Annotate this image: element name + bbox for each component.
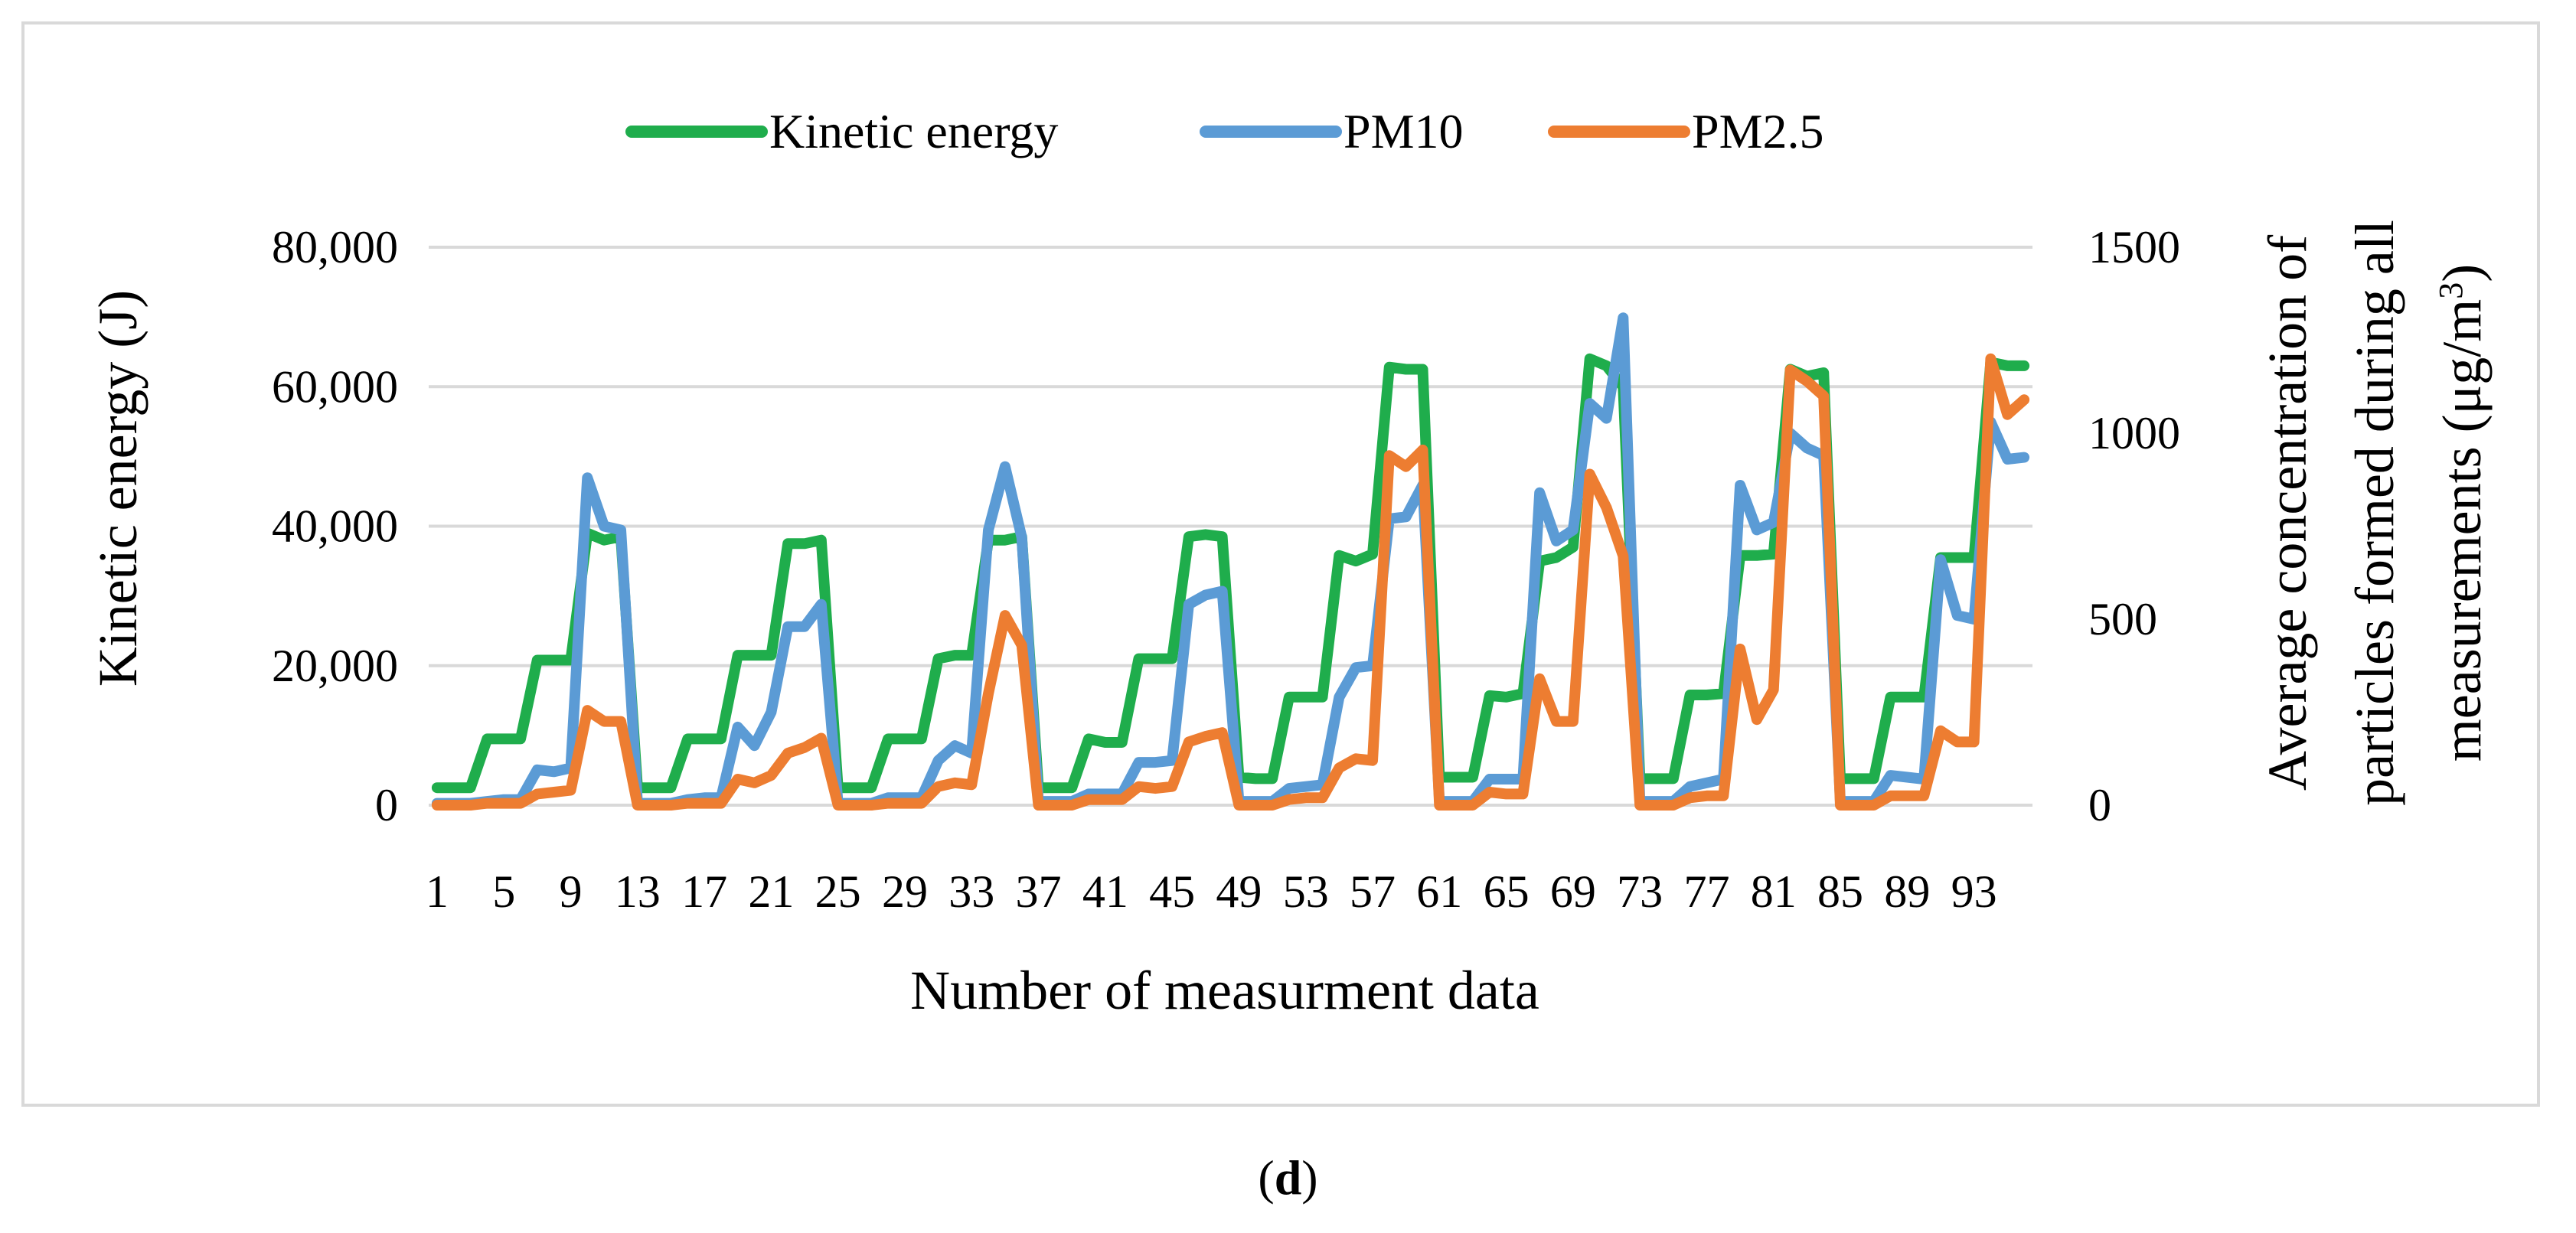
legend: Kinetic energy PM10 PM2.5 bbox=[625, 104, 1824, 158]
y-tick-label: 60,000 bbox=[272, 361, 398, 412]
x-tick-label: 57 bbox=[1350, 866, 1396, 917]
legend-label-kinetic-energy: Kinetic energy bbox=[769, 104, 1058, 158]
x-tick-label: 69 bbox=[1550, 866, 1596, 917]
series-lines bbox=[431, 312, 2030, 811]
x-tick-label: 53 bbox=[1283, 866, 1329, 917]
x-tick-label: 17 bbox=[681, 866, 727, 917]
x-tick-label: 85 bbox=[1817, 866, 1863, 917]
y2-axis-title-line-3: measurements (μg/m3) bbox=[2431, 264, 2493, 762]
x-tick-label: 65 bbox=[1484, 866, 1530, 917]
y2-axis-title-close: ) bbox=[2431, 264, 2493, 282]
x-tick-label: 37 bbox=[1016, 866, 1062, 917]
caption-open: ( bbox=[1258, 1150, 1275, 1205]
y-tick-label: 40,000 bbox=[272, 501, 398, 552]
x-tick-label: 45 bbox=[1149, 866, 1195, 917]
caption-label: d bbox=[1274, 1150, 1302, 1205]
x-tick-label: 73 bbox=[1617, 866, 1663, 917]
y2-tick-label: 1500 bbox=[2088, 222, 2180, 272]
x-tick-label: 33 bbox=[948, 866, 994, 917]
y-tick-label: 20,000 bbox=[272, 641, 398, 691]
x-tick-label: 61 bbox=[1416, 866, 1462, 917]
x-tick-label: 13 bbox=[615, 866, 661, 917]
chart-frame bbox=[21, 21, 2540, 1107]
x-tick-label: 21 bbox=[748, 866, 794, 917]
x-tick-label: 29 bbox=[882, 866, 928, 917]
y2-axis-title-superscript: 3 bbox=[2432, 282, 2470, 299]
x-tick-label: 41 bbox=[1082, 866, 1128, 917]
x-tick-label: 5 bbox=[492, 866, 515, 917]
y2-tick-label: 500 bbox=[2088, 594, 2157, 644]
y-tick-label: 0 bbox=[375, 780, 398, 830]
x-tick-label: 89 bbox=[1884, 866, 1930, 917]
series-line-pm2-5 bbox=[431, 353, 2030, 811]
x-tick-label: 81 bbox=[1751, 866, 1797, 917]
legend-label-pm2-5: PM2.5 bbox=[1692, 104, 1824, 158]
x-tick-label: 93 bbox=[1951, 866, 1997, 917]
y2-axis-title-line-1: Average concentration of bbox=[2257, 235, 2318, 791]
x-tick-label: 9 bbox=[559, 866, 582, 917]
x-tick-label: 1 bbox=[426, 866, 449, 917]
x-tick-label: 49 bbox=[1216, 866, 1262, 917]
y-axis-title: Kinetic energy (J) bbox=[87, 290, 149, 687]
legend-label-pm10: PM10 bbox=[1344, 104, 1464, 158]
y-tick-label: 80,000 bbox=[272, 222, 398, 272]
x-tick-label: 77 bbox=[1683, 866, 1729, 917]
y2-axis-title-line-2: particles formed during all bbox=[2344, 220, 2405, 806]
y2-axis-title-unit: measurements (μg/m bbox=[2431, 299, 2493, 762]
panel-caption: (d) bbox=[0, 1150, 2576, 1206]
x-axis-title: Number of measurment data bbox=[910, 960, 1539, 1021]
x-tick-label: 25 bbox=[815, 866, 861, 917]
caption-close: ) bbox=[1301, 1150, 1318, 1205]
y2-tick-label: 1000 bbox=[2088, 408, 2180, 458]
y2-tick-label: 0 bbox=[2088, 780, 2111, 830]
